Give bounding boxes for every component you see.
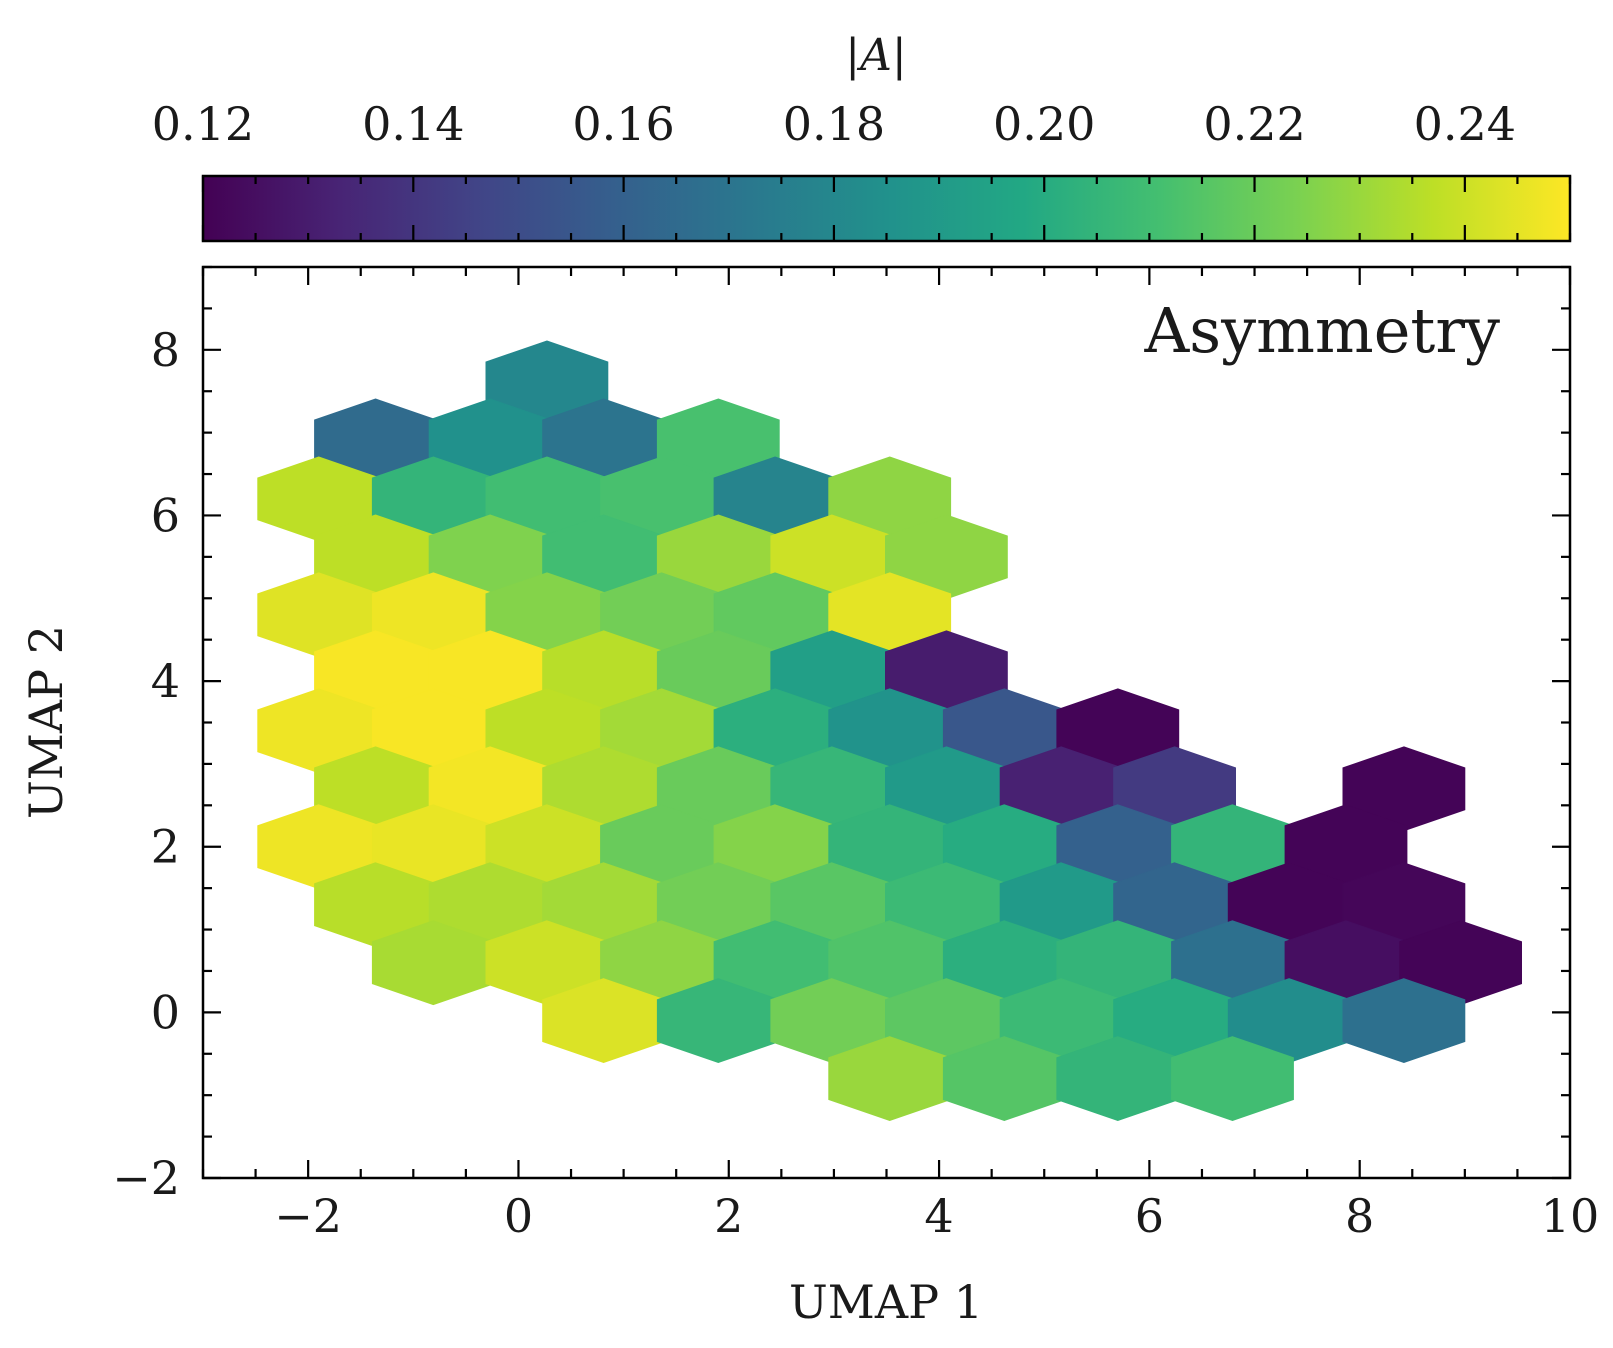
y-tick-label: 6 <box>151 488 180 542</box>
colorbar-label: |A| <box>845 30 906 81</box>
colorbar-tick-label: 0.12 <box>152 97 254 151</box>
colorbar-tick-label: 0.14 <box>362 97 464 151</box>
y-tick-label: 4 <box>151 654 180 708</box>
x-tick-label: −2 <box>274 1189 342 1243</box>
y-tick-label: 0 <box>151 985 180 1039</box>
x-tick-label: 2 <box>714 1189 743 1243</box>
colorbar-tick-label: 0.22 <box>1203 97 1305 151</box>
y-tick-labels: −2 0 2 4 6 8 <box>112 323 180 1205</box>
colorbar <box>201 174 1572 243</box>
colorbar-tick-label: 0.16 <box>572 97 674 151</box>
y-tick-label: −2 <box>112 1151 180 1205</box>
axis-ticks <box>201 265 1572 1180</box>
x-axis-label: UMAP 1 <box>789 1275 983 1329</box>
colorbar-tick-labels: 0.12 0.14 0.16 0.18 0.20 0.22 0.24 <box>152 97 1516 151</box>
colorbar-tick-label: 0.24 <box>1414 97 1516 151</box>
hexbin-cells <box>257 340 1522 1122</box>
x-tick-labels: −2 0 2 4 6 8 10 <box>274 1189 1599 1243</box>
x-tick-label: 0 <box>504 1189 533 1243</box>
panel-label: Asymmetry <box>1144 294 1500 367</box>
y-tick-label: 8 <box>151 323 180 377</box>
colorbar-ticks <box>201 176 1572 241</box>
y-axis-label: UMAP 2 <box>19 625 73 819</box>
colorbar-tick-label: 0.18 <box>783 97 885 151</box>
x-tick-label: 6 <box>1135 1189 1164 1243</box>
x-tick-label: 10 <box>1541 1189 1600 1243</box>
x-tick-label: 4 <box>924 1189 953 1243</box>
x-tick-label: 8 <box>1345 1189 1374 1243</box>
y-tick-label: 2 <box>151 820 180 874</box>
hex-cell <box>1342 978 1466 1064</box>
colorbar-tick-label: 0.20 <box>993 97 1095 151</box>
hex-cell <box>1171 1036 1294 1122</box>
